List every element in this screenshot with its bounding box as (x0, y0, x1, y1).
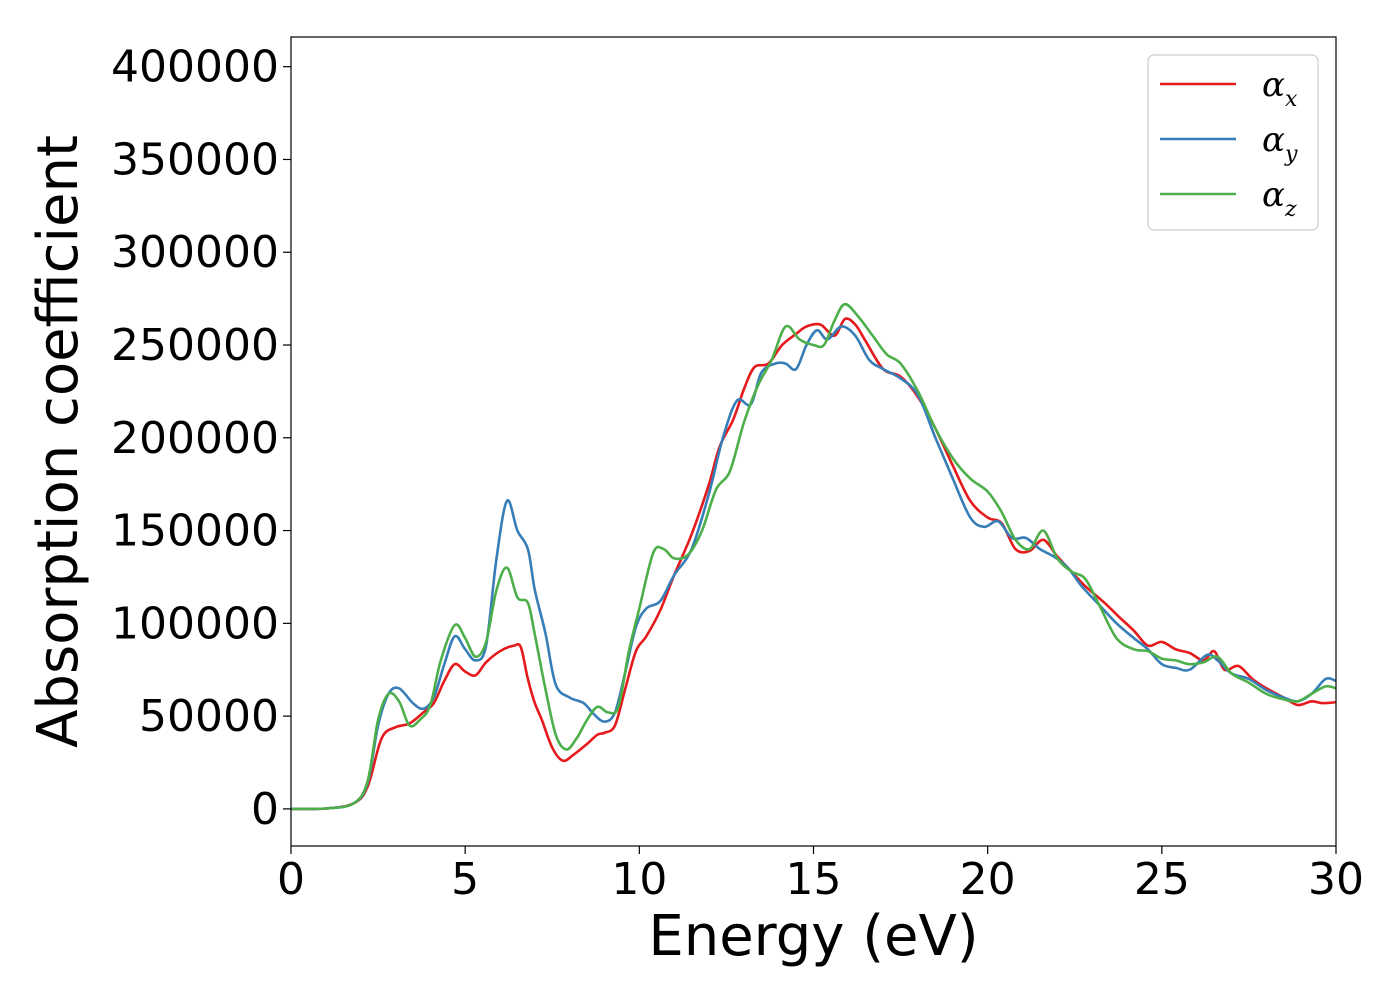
y-tick-label: 400000 (111, 42, 279, 93)
legend-label-base: α (1262, 65, 1285, 105)
series-line-alpha-x (290, 317, 1337, 811)
y-tick-label: 50000 (139, 691, 279, 742)
legend-label-subscript: z (1284, 197, 1297, 222)
x-tick-label: 15 (786, 854, 842, 905)
legend-label-subscript: x (1285, 87, 1298, 112)
y-axis-title: Absorption coefficient (26, 135, 91, 748)
legend-label-base: α (1262, 120, 1285, 160)
y-tick-label: 150000 (111, 506, 279, 557)
y-tick-label: 100000 (111, 598, 279, 649)
x-axis-title: Energy (eV) (648, 904, 978, 969)
y-tick-label: 250000 (111, 320, 279, 371)
legend-label-alpha-z: αz (1262, 175, 1297, 222)
legend-label-alpha-y: αy (1262, 120, 1298, 167)
legend-label-subscript: y (1284, 142, 1298, 167)
x-tick-label: 0 (277, 854, 305, 905)
x-tick-label: 20 (960, 854, 1016, 905)
x-tick-label: 25 (1134, 854, 1190, 905)
plot-frame (290, 36, 1337, 847)
x-tick-label: 30 (1308, 854, 1364, 905)
x-tick-label: 10 (611, 854, 667, 905)
y-tick-label: 300000 (111, 227, 279, 278)
x-tick-label: 5 (451, 854, 479, 905)
series-line-alpha-y (290, 325, 1337, 811)
legend-label-base: α (1262, 175, 1285, 215)
legend-label-alpha-x: αx (1262, 65, 1298, 112)
x-axis-ticks: 0 5 10 15 20 25 30 (277, 846, 1364, 905)
y-tick-label: 200000 (111, 413, 279, 464)
y-axis-ticks: 0 50000 100000 150000 200000 250000 300000 3500… (111, 42, 291, 835)
series-line-alpha-z (290, 302, 1337, 811)
legend-box (1147, 54, 1319, 231)
y-tick-label: 0 (251, 784, 279, 835)
y-tick-label: 350000 (111, 134, 279, 185)
series-lines (290, 302, 1337, 811)
